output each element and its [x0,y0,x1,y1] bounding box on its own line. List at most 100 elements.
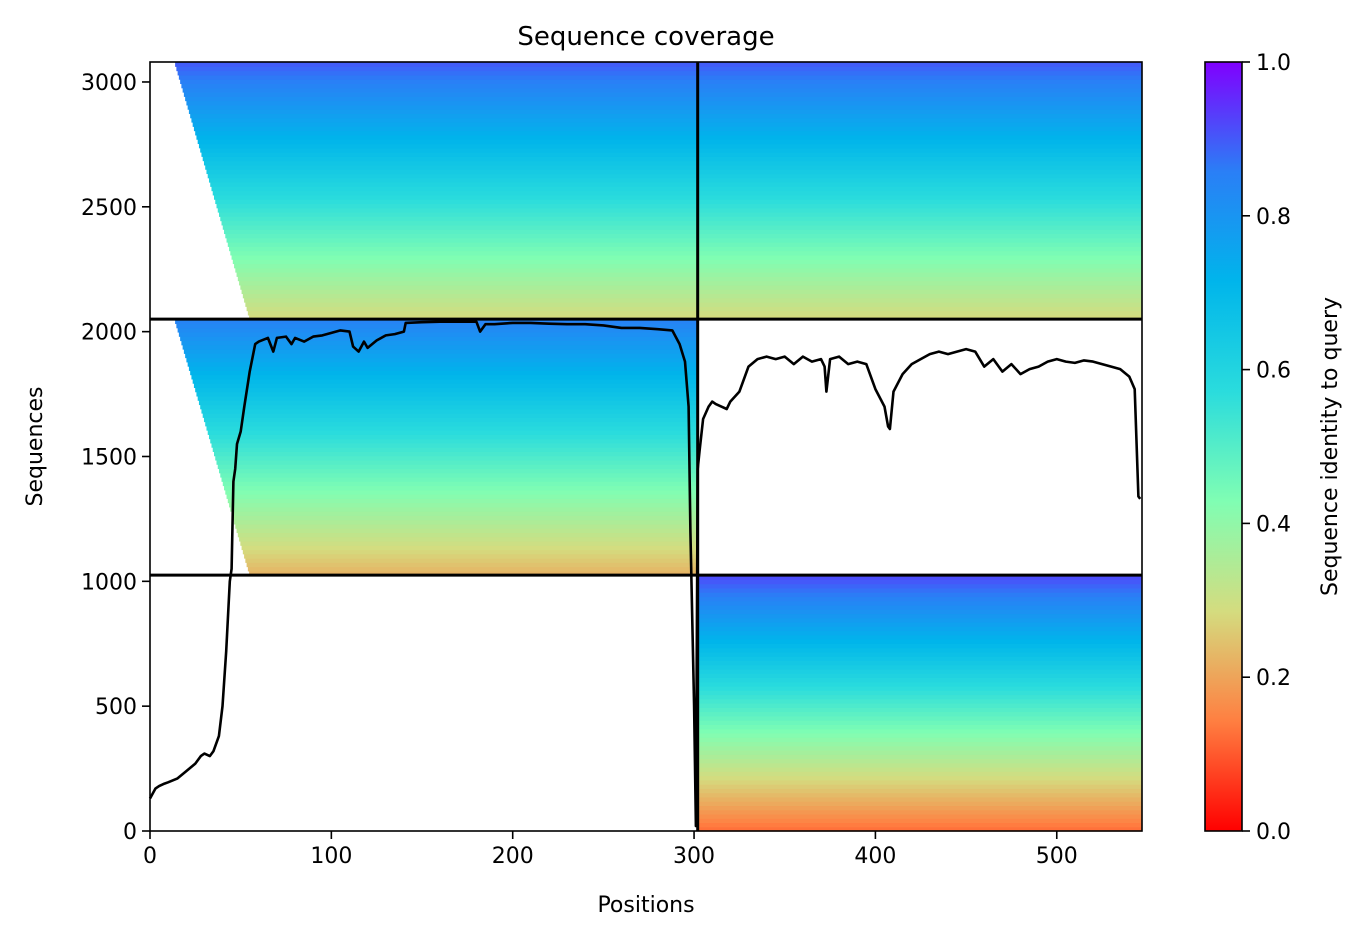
coverage-strip [697,87,1142,93]
coverage-strip [697,596,1142,602]
coverage-strip [176,323,698,329]
coverage-strip [697,96,1142,102]
coverage-strip [697,190,1142,196]
x-tick-label: 0 [143,844,157,869]
coverage-strip [220,472,698,478]
coverage-strip [181,340,698,346]
coverage-strip [246,306,698,312]
coverage-strip [211,442,698,448]
coverage-strip [697,314,1142,320]
coverage-strip [697,130,1142,136]
coverage-strip [176,66,698,72]
coverage-strip [697,805,1142,811]
y-tick-label: 1000 [81,570,137,595]
coverage-strip [697,822,1142,828]
coverage-strip [208,434,698,440]
coverage-strip [697,664,1142,670]
coverage-strip [191,117,698,123]
coverage-strip [697,609,1142,615]
coverage-strip [697,263,1142,269]
coverage-strip [229,246,698,252]
coverage-strip [180,336,698,342]
coverage-strip [697,707,1142,713]
coverage-strip [188,109,698,115]
coverage-strip [245,302,698,307]
coverage-strip [244,297,698,303]
coverage-strip [697,809,1142,815]
coverage-strip [697,813,1142,819]
coverage-strip [697,79,1142,85]
coverage-strip [697,203,1142,209]
coverage-strip [697,310,1142,316]
coverage-strip [215,199,698,205]
coverage-strip [697,280,1142,286]
coverage-strip [185,96,698,102]
coverage-strip [697,613,1142,619]
coverage-strip [190,370,698,376]
colorbar-tick-label: 0.0 [1256,820,1291,845]
coverage-strip [203,160,698,166]
coverage-block [175,319,698,576]
coverage-strip [222,481,698,487]
coverage-strip [242,549,698,555]
coverage-strip [697,737,1142,743]
coverage-strip [697,284,1142,290]
coverage-strip [697,592,1142,598]
coverage-strip [181,83,698,89]
x-tick-label: 400 [854,844,896,869]
coverage-strip [244,553,698,559]
coverage-strip [697,122,1142,127]
coverage-strip [697,306,1142,312]
coverage-strip [236,272,698,277]
coverage-strip [697,788,1142,794]
coverage-strip [226,237,698,243]
coverage-block [697,62,1142,320]
coverage-strip [697,639,1142,644]
x-tick-label: 500 [1036,844,1078,869]
coverage-strip [193,383,698,389]
coverage-strip [697,242,1142,247]
colorbar: 0.0 0.2 0.4 0.6 0.8 1.0 [1204,51,1291,845]
coverage-strip [697,160,1142,166]
coverage-strip [212,447,698,452]
coverage-strip [178,331,698,337]
coverage-strip [697,152,1142,157]
coverage-strip [697,216,1142,222]
coverage-strip [697,728,1142,734]
colorbar-tick-label: 0.8 [1256,205,1291,230]
x-tick-label: 300 [673,844,715,869]
coverage-strip [697,229,1142,235]
coverage-strip [697,302,1142,307]
coverage-strip [697,767,1142,772]
coverage-strip [697,656,1142,661]
coverage-strip [225,489,698,495]
coverage-strip [697,199,1142,205]
coverage-strip [196,134,698,140]
coverage-strip [697,630,1142,636]
y-tick-label: 500 [95,695,137,720]
coverage-strip [193,126,698,132]
coverage-strip [215,455,698,461]
y-tick-label: 0 [123,820,137,845]
coverage-strip [697,771,1142,777]
coverage-strip [697,818,1142,824]
coverage-strip [192,378,698,384]
coverage-strip [697,575,1142,580]
coverage-strip [697,703,1142,708]
coverage-strip [697,186,1142,192]
coverage-strip [697,754,1142,760]
coverage-strip [234,519,698,525]
coverage-strip [196,391,698,397]
y-tick-label: 2500 [81,196,137,221]
coverage-strip [205,421,698,427]
coverage-strip [697,694,1142,700]
coverage-strip [697,796,1142,802]
colorbar-tick-label: 0.6 [1256,359,1291,384]
coverage-strip [242,293,698,299]
coverage-strip [697,74,1142,80]
coverage-strip [249,314,698,320]
coverage-strip [213,451,698,457]
coverage-strip [697,272,1142,277]
coverage-strip [211,186,698,192]
